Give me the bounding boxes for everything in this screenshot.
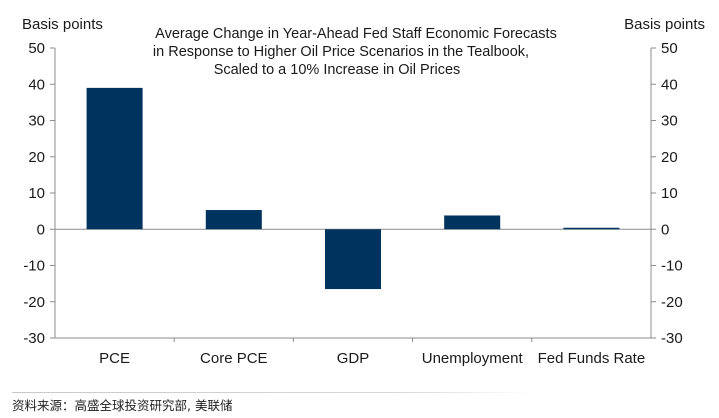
y-tick-label-right: 0 [661, 221, 669, 238]
y-tick-label-left: -10 [23, 258, 45, 275]
y-axis-title-right: Basis points [624, 16, 705, 33]
chart-title-line-2: in Response to Higher Oil Price Scenario… [153, 44, 529, 60]
y-tick-label-left: -20 [23, 294, 45, 311]
chart-title-line-3: Scaled to a 10% Increase in Oil Prices [214, 62, 461, 78]
x-category-label: Fed Funds Rate [538, 350, 646, 367]
y-tick-label-left: 20 [28, 149, 45, 166]
bar-unemployment [444, 215, 501, 230]
y-tick-label-left: 40 [28, 76, 45, 93]
x-category-label: PCE [99, 350, 130, 367]
y-tick-label-right: 20 [661, 149, 678, 166]
x-category-label: Unemployment [422, 350, 524, 367]
y-tick-label-left: 10 [28, 185, 45, 202]
y-tick-label-right: -10 [661, 258, 683, 275]
bar-pce [86, 87, 143, 230]
bar-gdp [324, 229, 382, 290]
y-tick-label-left: 0 [37, 221, 45, 238]
y-tick-label-right: -20 [661, 294, 683, 311]
y-axis-title-left: Basis points [22, 16, 103, 33]
x-category-label: GDP [337, 350, 370, 367]
y-tick-label-right: -30 [661, 330, 683, 347]
bar-core-pce [205, 210, 262, 230]
y-tick-label-right: 10 [661, 185, 678, 202]
y-tick-label-left: 30 [28, 113, 45, 130]
x-category-label: Core PCE [200, 350, 268, 367]
y-tick-label-right: 30 [661, 113, 678, 130]
y-tick-label-left: -30 [23, 330, 45, 347]
bar-chart: Average Change in Year-Ahead Fed Staff E… [22, 16, 705, 367]
bar-fed-funds-rate [563, 227, 620, 230]
footer-divider [12, 392, 532, 393]
chart-title: Average Change in Year-Ahead Fed Staff E… [153, 26, 557, 78]
y-tick-label-right: 40 [661, 76, 678, 93]
y-tick-label-right: 50 [661, 40, 678, 57]
source-note: 资料来源：高盛全球投资研究部, 美联储 [12, 398, 233, 413]
y-tick-label-left: 50 [28, 40, 45, 57]
chart-title-line-1: Average Change in Year-Ahead Fed Staff E… [155, 26, 557, 42]
